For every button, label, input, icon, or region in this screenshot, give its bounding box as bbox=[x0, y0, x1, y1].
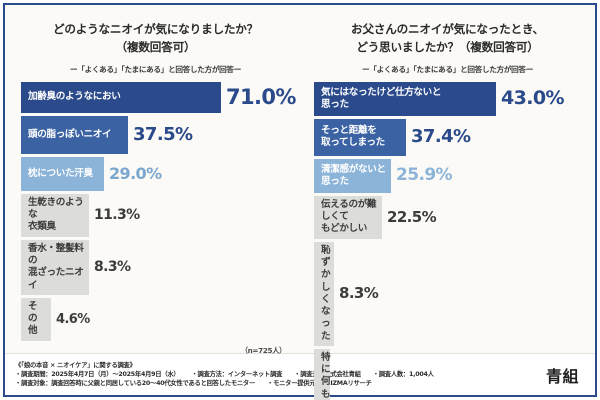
chart-panel-left: どのようなニオイが気になりましたか？ （複数回答可） ー「よくある」「たまにある… bbox=[5, 5, 300, 355]
bar-segment: 加齢臭のようなにおい bbox=[21, 81, 221, 113]
bar-segment: 特に何も 思わなかった bbox=[314, 348, 331, 400]
bar-category-label: 恥ずかしくなった bbox=[321, 244, 331, 342]
bar-row: 特に何も 思わなかった5.5% bbox=[314, 348, 581, 400]
bar-value-label: 8.3% bbox=[339, 284, 379, 303]
bar-category-label: 気にはなったけど仕方ないと 思った bbox=[321, 86, 442, 110]
chart-left-title-line2: （複数回答可） bbox=[115, 39, 196, 54]
bar-row: 香水・整髪料の 混ざったニオイ 8.3% bbox=[21, 239, 290, 295]
bar-row: 気にはなったけど仕方ないと 思った 43.0% bbox=[314, 81, 581, 116]
bar-category-label: 伝えるのが難しくて もどかしい bbox=[321, 198, 377, 235]
chart-right-title-line2: どう思いましたか？（複数回答可） bbox=[356, 39, 539, 54]
chart-left-subnote: ー「よくある」「たまにある」と回答した方が回答ー bbox=[69, 64, 242, 74]
footer-sample-size: ・調査人数：1,004人 bbox=[372, 371, 434, 379]
footer-survey-title: 《「娘の本音 × ニオイケア」に関する調査》 bbox=[15, 361, 136, 369]
bar-row: 加齢臭のようなにおい 71.0% bbox=[21, 81, 296, 113]
bar-row: 恥ずかしくなった 8.3% bbox=[314, 241, 581, 346]
bar-segment: 枕についた汗臭 bbox=[21, 156, 104, 191]
chart-right-title: お父さんのニオイが気になったとき、 どう思いましたか？（複数回答可） bbox=[314, 15, 581, 57]
bar-category-label: 香水・整髪料の 混ざったニオイ bbox=[28, 242, 84, 291]
bar-category-label: 加齢臭のようなにおい bbox=[28, 91, 121, 103]
chart-left-n-label: （n=725人） bbox=[240, 345, 287, 355]
footer-period: ・調査期間：2025年4月7日（月）〜2025年4月9日（水） bbox=[15, 371, 180, 379]
bar-value-label: 11.3% bbox=[94, 207, 140, 224]
bar-row: 頭の脂っぽいニオイ 37.5% bbox=[21, 115, 290, 154]
bar-category-label: そっと距離を 取ってしまった bbox=[321, 125, 385, 149]
bar-category-label: 特に何も 思わなかった bbox=[321, 351, 331, 400]
bar-row: 伝えるのが難しくて もどかしい 22.5% bbox=[314, 195, 581, 239]
bar-value-label: 4.6% bbox=[56, 311, 90, 327]
footer-target: ・調査対象：調査回答時に父親と同居している20〜40代女性であると回答したモニタ… bbox=[15, 380, 256, 388]
bar-category-label: 枕についた汗臭 bbox=[28, 167, 93, 179]
bar-row: その他 4.6% bbox=[21, 297, 290, 341]
chart-panel-right: お父さんのニオイが気になったとき、 どう思いましたか？（複数回答可） ー「よくあ… bbox=[300, 5, 595, 400]
bar-value-label: 37.4% bbox=[411, 126, 471, 148]
bar-category-label: その他 bbox=[28, 300, 38, 337]
bar-row: 枕についた汗臭 29.0% bbox=[21, 156, 290, 191]
bar-value-label: 22.5% bbox=[387, 207, 437, 226]
bar-value-label: 37.5% bbox=[133, 123, 193, 145]
bar-segment: 頭の脂っぽいニオイ bbox=[21, 115, 128, 154]
bar-category-label: 頭の脂っぽいニオイ bbox=[28, 128, 112, 140]
chart-left-title-line1: どのようなニオイが気になりましたか？ bbox=[52, 22, 259, 36]
charts-container: どのようなニオイが気になりましたか？ （複数回答可） ー「よくある」「たまにある… bbox=[5, 5, 595, 400]
bar-segment: 伝えるのが難しくて もどかしい bbox=[314, 195, 382, 239]
chart-right-title-line1: お父さんのニオイが気になったとき、 bbox=[351, 22, 544, 36]
bar-row: 清潔感がないと 思った 25.9% bbox=[314, 158, 581, 193]
bar-value-label: 43.0% bbox=[501, 87, 565, 110]
bar-row: 生乾きのような 衣類臭 11.3% bbox=[21, 193, 290, 237]
bar-segment: そっと距離を 取ってしまった bbox=[314, 118, 406, 156]
bar-segment: 気にはなったけど仕方ないと 思った bbox=[314, 81, 496, 116]
bar-value-label: 8.3% bbox=[94, 259, 131, 276]
bar-segment: 清潔感がないと 思った bbox=[314, 158, 391, 193]
chart-right-subnote: ー「よくある」「たまにある」と回答した方が回答ー bbox=[361, 64, 534, 74]
chart-left-title: どのようなニオイが気になりましたか？ （複数回答可） bbox=[21, 15, 290, 57]
bar-value-label: 25.9% bbox=[396, 165, 453, 186]
footer-method: ・調査方法：インターネット調査 bbox=[191, 371, 283, 379]
bar-category-label: 清潔感がないと 思った bbox=[321, 163, 386, 187]
bar-segment: その他 bbox=[21, 297, 51, 341]
bar-segment: 香水・整髪料の 混ざったニオイ bbox=[21, 239, 89, 295]
bar-category-label: 生乾きのような 衣類臭 bbox=[28, 196, 84, 233]
chart-right-bars: 気にはなったけど仕方ないと 思った 43.0% そっと距離を 取ってしまった 37.4… bbox=[314, 81, 581, 400]
bar-segment: 恥ずかしくなった bbox=[314, 241, 334, 346]
brand-logo: 青組 bbox=[545, 367, 579, 386]
bar-value-label: 29.0% bbox=[109, 163, 162, 183]
chart-left-bars: 加齢臭のようなにおい 71.0% 頭の脂っぽいニオイ 37.5% 枕についた汗臭 29.0… bbox=[21, 81, 296, 344]
bar-segment: 生乾きのような 衣類臭 bbox=[21, 193, 89, 237]
bar-value-label: 71.0% bbox=[226, 84, 296, 109]
survey-card: どのようなニオイが気になりましたか？ （複数回答可） ー「よくある」「たまにある… bbox=[3, 3, 597, 400]
bar-row: そっと距離を 取ってしまった 37.4% bbox=[314, 118, 581, 156]
